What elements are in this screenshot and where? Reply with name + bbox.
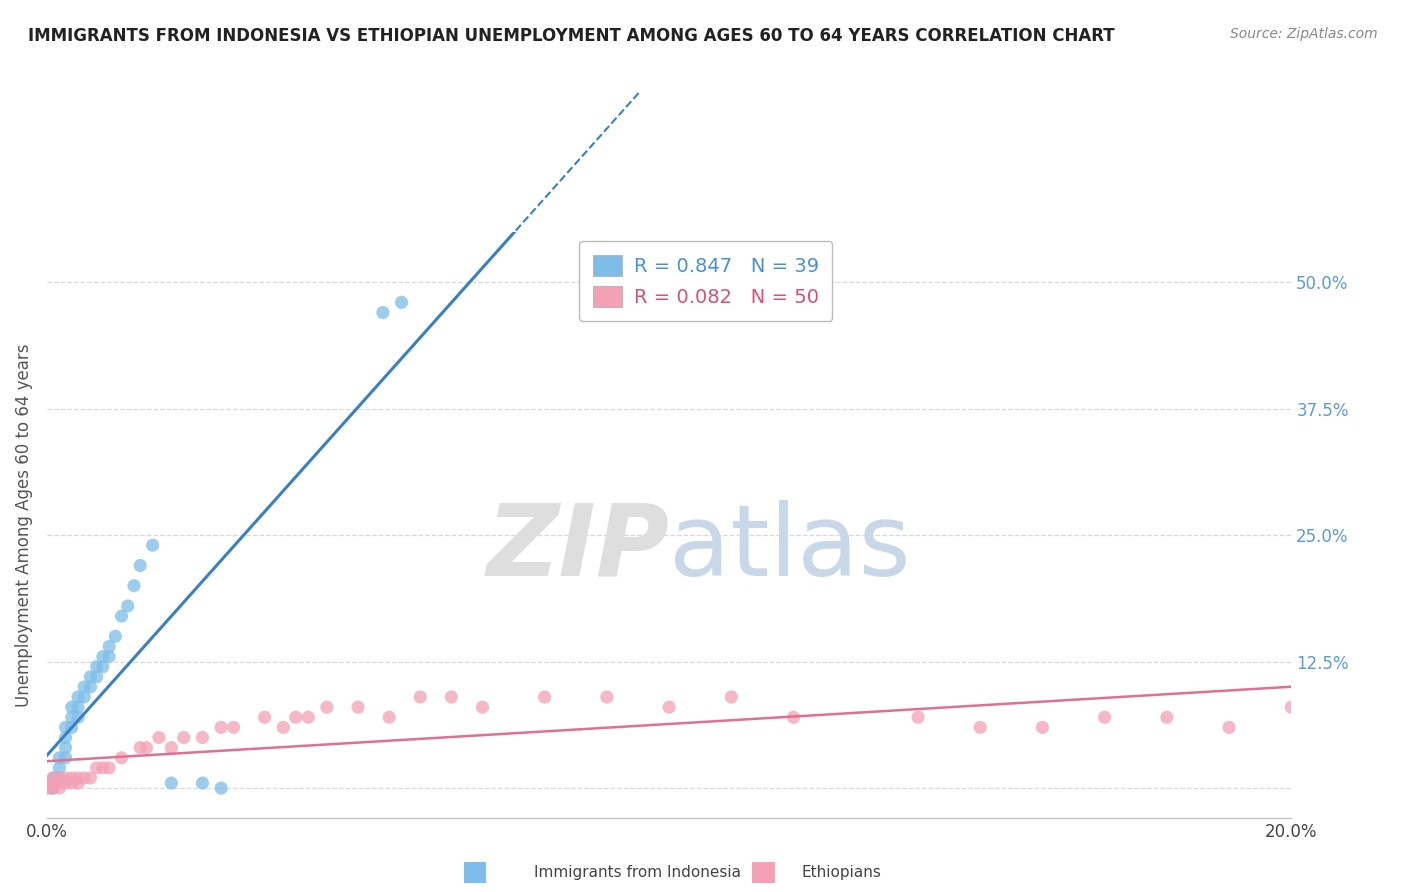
Point (98, 649, 121, 664)
Point (122, 579, 145, 593)
Point (1094, 710, 1116, 724)
Point (129, 558, 152, 573)
Point (39, 781, 62, 796)
Point (160, 776, 183, 790)
Point (378, 710, 401, 724)
Point (907, 710, 929, 724)
Point (173, 731, 195, 745)
Point (55, 731, 77, 745)
Point (48, 771, 70, 785)
Point (60, 771, 83, 785)
Point (391, 295, 413, 310)
Point (73, 680, 96, 694)
Point (42, 781, 65, 796)
Point (73, 690, 96, 704)
Point (596, 690, 619, 704)
Point (42, 771, 65, 785)
Point (129, 740, 152, 755)
Point (66, 776, 89, 790)
Point (42, 771, 65, 785)
Text: ZIP: ZIP (486, 500, 669, 597)
Point (782, 710, 804, 724)
Point (48, 771, 70, 785)
Point (315, 700, 337, 714)
Point (1279, 700, 1302, 714)
Point (273, 720, 295, 734)
Point (66, 700, 89, 714)
Text: atlas: atlas (669, 500, 911, 597)
Point (440, 690, 463, 704)
Point (110, 750, 132, 764)
Point (60, 700, 83, 714)
Point (253, 710, 276, 724)
Point (110, 609, 132, 624)
Text: Source: ZipAtlas.com: Source: ZipAtlas.com (1230, 27, 1378, 41)
Point (86, 761, 108, 775)
Point (409, 690, 432, 704)
Point (66, 710, 89, 724)
Point (55, 771, 77, 785)
Point (347, 700, 370, 714)
Point (73, 771, 96, 785)
Point (104, 629, 127, 643)
Point (117, 599, 139, 613)
Point (209, 720, 232, 734)
Point (35, 776, 58, 790)
Point (222, 720, 245, 734)
Point (48, 781, 70, 796)
Point (135, 740, 157, 755)
Point (55, 776, 77, 790)
Point (79, 680, 101, 694)
Point (55, 740, 77, 755)
Point (160, 740, 183, 755)
Point (91, 649, 114, 664)
Point (1031, 720, 1053, 734)
Point (55, 720, 77, 734)
Point (60, 720, 83, 734)
Point (191, 731, 214, 745)
Point (42, 776, 65, 790)
Point (48, 761, 70, 775)
Point (86, 670, 108, 684)
Point (66, 690, 89, 704)
Point (1156, 710, 1178, 724)
Point (142, 538, 165, 552)
Point (60, 710, 83, 724)
Point (471, 700, 494, 714)
Point (91, 761, 114, 775)
Point (91, 659, 114, 673)
Text: Immigrants from Indonesia: Immigrants from Indonesia (534, 865, 741, 880)
Point (297, 710, 319, 724)
Point (98, 761, 121, 775)
Y-axis label: Unemployment Among Ages 60 to 64 years: Unemployment Among Ages 60 to 64 years (15, 343, 32, 706)
Point (1218, 720, 1240, 734)
Point (209, 781, 232, 796)
Point (42, 781, 65, 796)
Point (98, 640, 121, 654)
Point (55, 750, 77, 764)
Text: IMMIGRANTS FROM INDONESIA VS ETHIOPIAN UNEMPLOYMENT AMONG AGES 60 TO 64 YEARS CO: IMMIGRANTS FROM INDONESIA VS ETHIOPIAN U… (28, 27, 1115, 45)
Point (371, 305, 394, 319)
Point (42, 776, 65, 790)
Point (191, 776, 214, 790)
Legend: R = 0.847   N = 39, R = 0.082   N = 50: R = 0.847 N = 39, R = 0.082 N = 50 (579, 241, 832, 320)
Point (658, 700, 681, 714)
Point (148, 731, 170, 745)
Point (284, 710, 307, 724)
Point (720, 690, 742, 704)
Point (60, 776, 83, 790)
Point (533, 690, 555, 704)
Point (66, 771, 89, 785)
Point (45, 771, 67, 785)
Point (48, 776, 70, 790)
Point (35, 781, 58, 796)
Point (86, 659, 108, 673)
Point (48, 750, 70, 764)
Point (79, 670, 101, 684)
Point (969, 720, 991, 734)
Text: Ethiopians: Ethiopians (801, 865, 882, 880)
Point (79, 771, 101, 785)
